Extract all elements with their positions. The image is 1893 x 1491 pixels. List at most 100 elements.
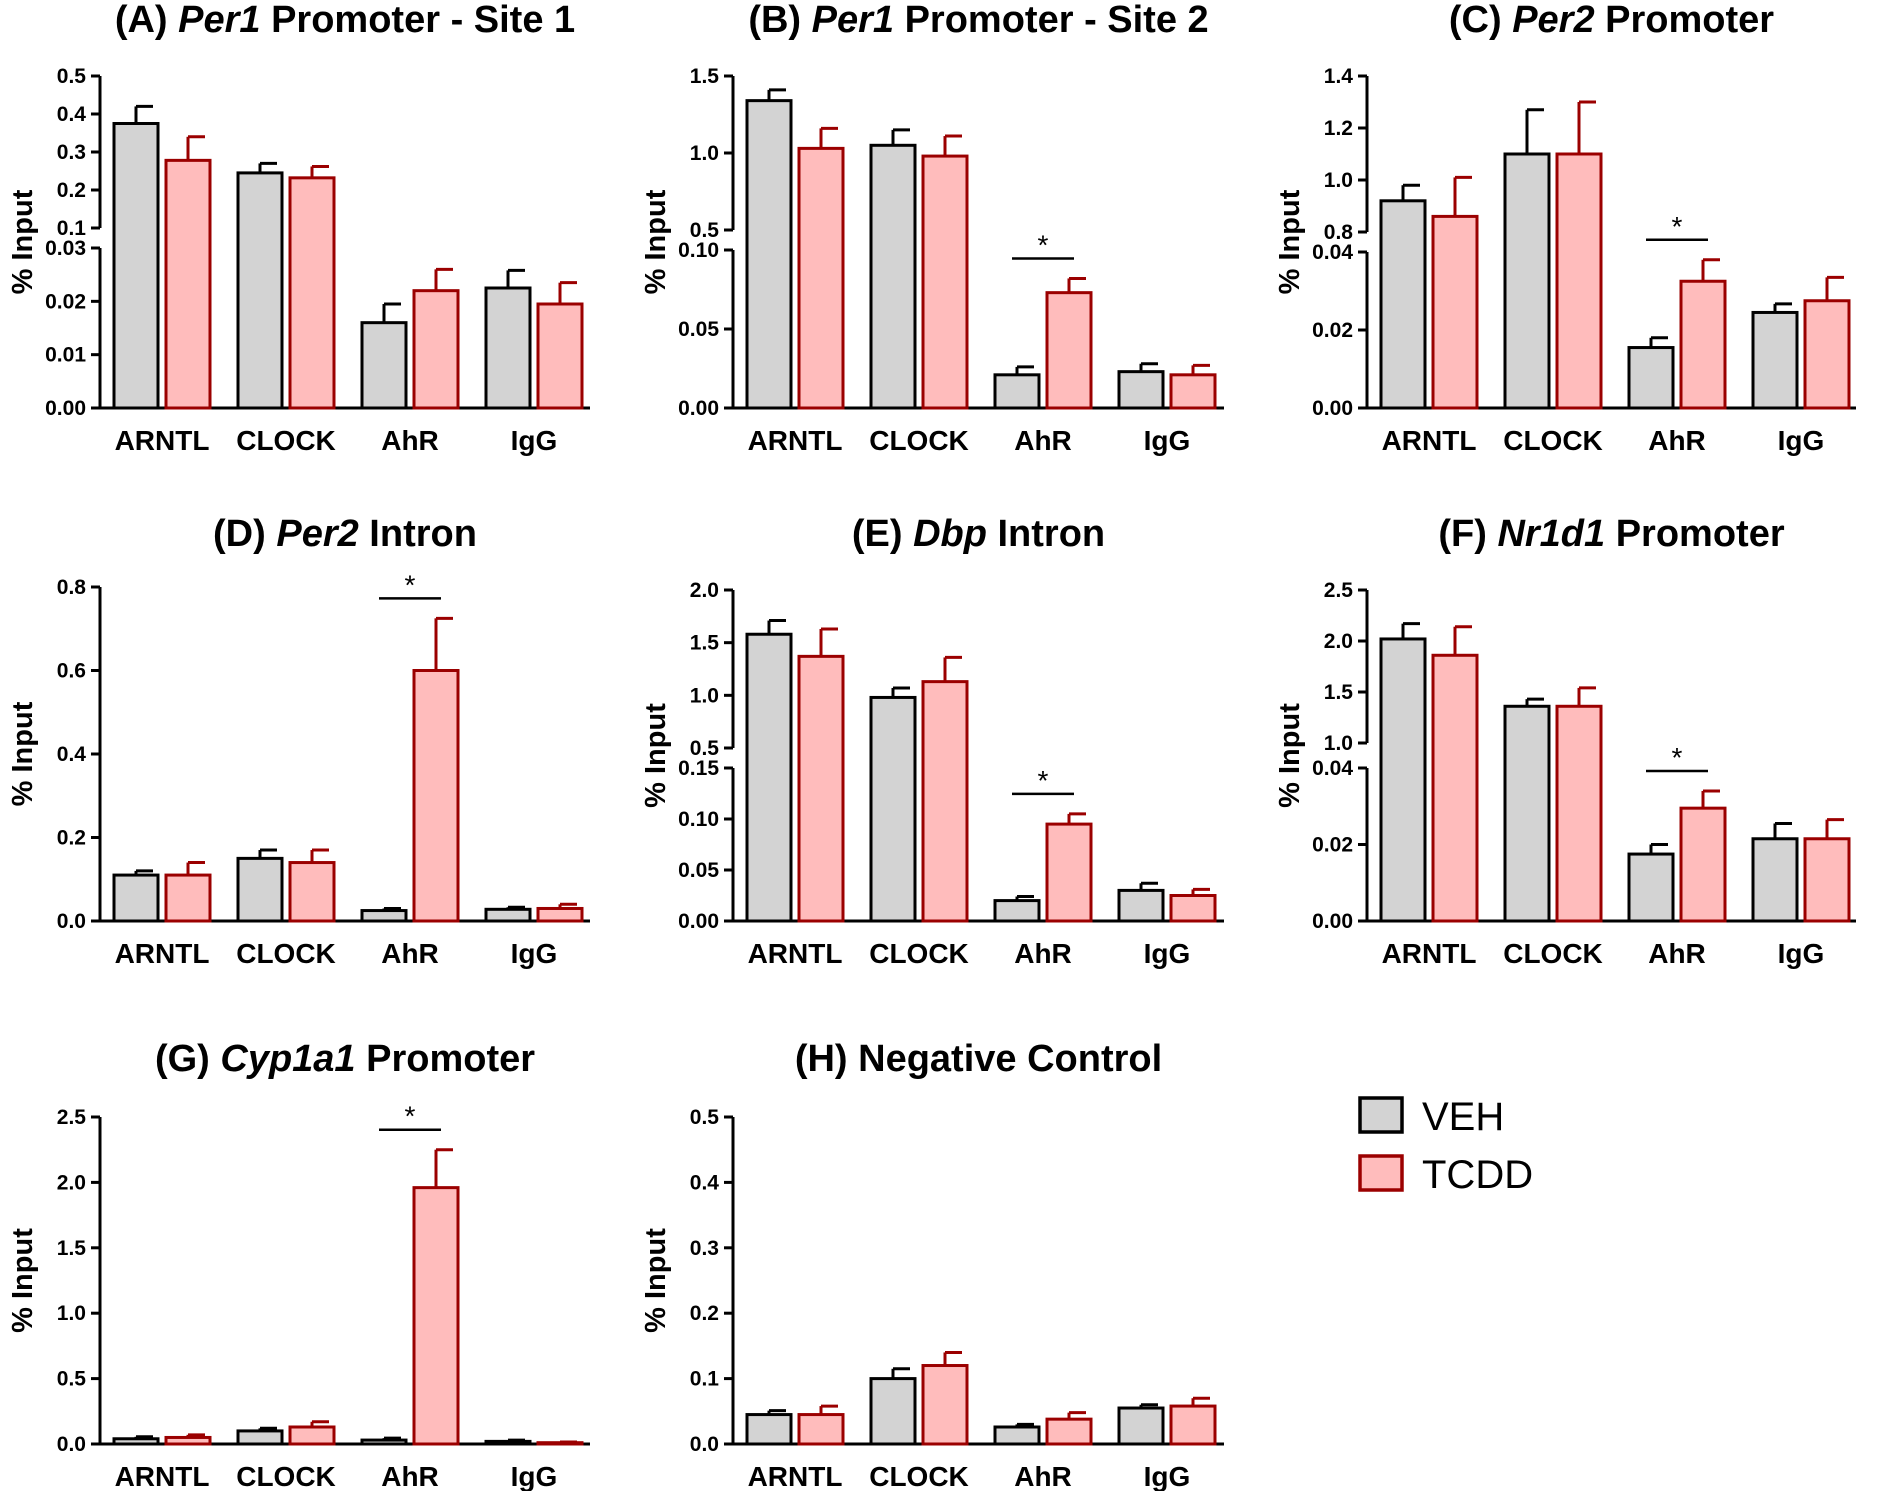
bar-veh-clock (236, 171, 284, 410)
legend-label-tcdd: TCDD (1422, 1153, 1533, 1197)
x-tick-label: CLOCK (1503, 425, 1603, 456)
bar-veh-ahr (993, 373, 1041, 410)
bar-tcdd-clock (921, 1364, 969, 1446)
bar-veh-arntl (112, 122, 160, 410)
y-tick-label: 0.02 (45, 290, 86, 313)
bar-tcdd-clock (921, 154, 969, 410)
y-tick-label: 0.8 (57, 576, 87, 599)
x-tick-label: CLOCK (1503, 938, 1603, 969)
bar-tcdd-arntl (797, 1413, 845, 1446)
significance-marker: * (405, 569, 416, 600)
bar-veh-igg (484, 907, 532, 923)
y-tick-label: 0.10 (678, 239, 719, 262)
y-tick-label: 0.2 (57, 827, 86, 850)
y-tick-label: 1.0 (57, 1302, 86, 1325)
title-part-1: Per1 (178, 0, 260, 41)
y-tick-label: 0.15 (678, 757, 719, 780)
x-tick-label: AhR (1648, 425, 1706, 456)
bar-tcdd-igg (1803, 299, 1851, 410)
x-tick-label: ARNTL (1382, 425, 1477, 456)
y-tick-label: 0.8 (1324, 221, 1354, 244)
title-part-1: Per2 (276, 513, 358, 555)
bar-veh-ahr (360, 909, 408, 923)
y-tick-label: 1.5 (1324, 681, 1354, 704)
bar-veh-igg (1117, 1406, 1165, 1446)
panel-d: (D) Per2 Intron % Input 0.0 0.2 0.4 0.6 0.8 ARN… (7, 513, 590, 969)
bar-veh-clock (1503, 704, 1551, 923)
bar-veh-clock (1503, 152, 1551, 410)
x-tick-label: CLOCK (236, 425, 336, 456)
bar-tcdd-igg (1169, 373, 1217, 410)
y-tick-label: 0.2 (57, 179, 86, 202)
title-part-0: (A) (115, 0, 178, 41)
y-axis-label: % Input (640, 703, 672, 808)
y-tick-label: 1.0 (690, 684, 719, 707)
x-tick-label: CLOCK (869, 425, 969, 456)
bar-tcdd-arntl (164, 873, 212, 923)
x-tick-label: CLOCK (869, 938, 969, 969)
y-tick-label: 0.3 (690, 1237, 719, 1260)
bar-tcdd-clock (1555, 152, 1603, 410)
x-tick-label: AhR (1014, 938, 1072, 969)
y-tick-label: 0.0 (57, 1433, 86, 1456)
panels: (A) Per1 Promoter - Site 1 % Input 0.00 0.0… (7, 0, 1856, 1491)
y-axis-label: % Input (640, 1228, 672, 1333)
panel-b: (B) Per1 Promoter - Site 2 % Input 0.00 0.0… (640, 0, 1224, 456)
y-tick-label: 0.05 (678, 859, 719, 882)
title-part-0: (H) Negative Control (795, 1038, 1162, 1080)
bar-tcdd-arntl (164, 158, 212, 410)
bar-tcdd-clock (288, 176, 336, 410)
y-axis-label: % Input (7, 1228, 39, 1333)
bar-veh-igg (484, 1439, 532, 1446)
y-axis-label: % Input (7, 701, 39, 806)
significance-marker: * (405, 1101, 416, 1132)
y-tick-label: 2.0 (690, 579, 719, 602)
panel-f: (F) Nr1d1 Promoter % Input 0.00 0.02 0.041.0… (1274, 513, 1856, 969)
bar-veh-arntl (112, 1437, 160, 1446)
bar-tcdd-ahr (412, 1186, 460, 1446)
title-part-2: Promoter (1605, 513, 1785, 555)
panel-e: (E) Dbp Intron % Input 0.00 0.05 0.10 0.150.5… (640, 513, 1224, 969)
x-tick-label: IgG (511, 938, 558, 969)
significance-marker: * (1038, 229, 1049, 260)
bar-veh-igg (1117, 888, 1165, 923)
title-part-2: Intron (359, 513, 477, 555)
y-tick-label: 0.04 (1312, 241, 1353, 264)
y-axis-label: % Input (7, 189, 39, 294)
y-axis-label: % Input (640, 189, 672, 294)
legend: VEH TCDD (1358, 1095, 1533, 1197)
y-tick-label: 0.4 (57, 103, 87, 126)
y-tick-label: 0.6 (57, 660, 86, 683)
y-tick-label: 2.0 (1324, 630, 1353, 653)
y-tick-label: 0.00 (678, 910, 719, 933)
y-tick-label: 0.5 (690, 1106, 720, 1129)
x-tick-label: ARNTL (748, 1461, 843, 1491)
legend-label-veh: VEH (1422, 1095, 1504, 1139)
x-tick-label: AhR (1014, 425, 1072, 456)
y-tick-label: 0.00 (678, 397, 719, 420)
bar-tcdd-igg (1803, 837, 1851, 923)
title-part-0: (D) (213, 513, 276, 555)
y-tick-label: 0.0 (690, 1433, 719, 1456)
x-tick-label: ARNTL (748, 425, 843, 456)
y-tick-label: 0.1 (57, 217, 87, 240)
title-part-2: Promoter - Site 1 (261, 0, 576, 41)
bar-veh-igg (1751, 310, 1799, 410)
title-part-0: (G) (155, 1038, 220, 1080)
y-tick-label: 0.4 (690, 1171, 720, 1194)
title-part-1: Per2 (1512, 0, 1594, 41)
bar-veh-ahr (1627, 852, 1675, 923)
y-tick-label: 0.04 (1312, 757, 1353, 780)
y-tick-label: 2.5 (57, 1106, 87, 1129)
x-tick-label: AhR (381, 425, 439, 456)
panel-g: (G) Cyp1a1 Promoter % Input 0.0 0.5 1.0 1.5 2.… (7, 1038, 590, 1491)
y-tick-label: 1.0 (1324, 169, 1353, 192)
bar-veh-igg (484, 286, 532, 410)
x-tick-label: AhR (381, 1461, 439, 1491)
title-part-1: Per1 (812, 0, 894, 41)
chart-title: (B) Per1 Promoter - Site 2 (748, 0, 1208, 41)
y-tick-label: 0.01 (45, 344, 86, 367)
bar-veh-arntl (1379, 199, 1427, 410)
bar-veh-arntl (745, 99, 793, 410)
